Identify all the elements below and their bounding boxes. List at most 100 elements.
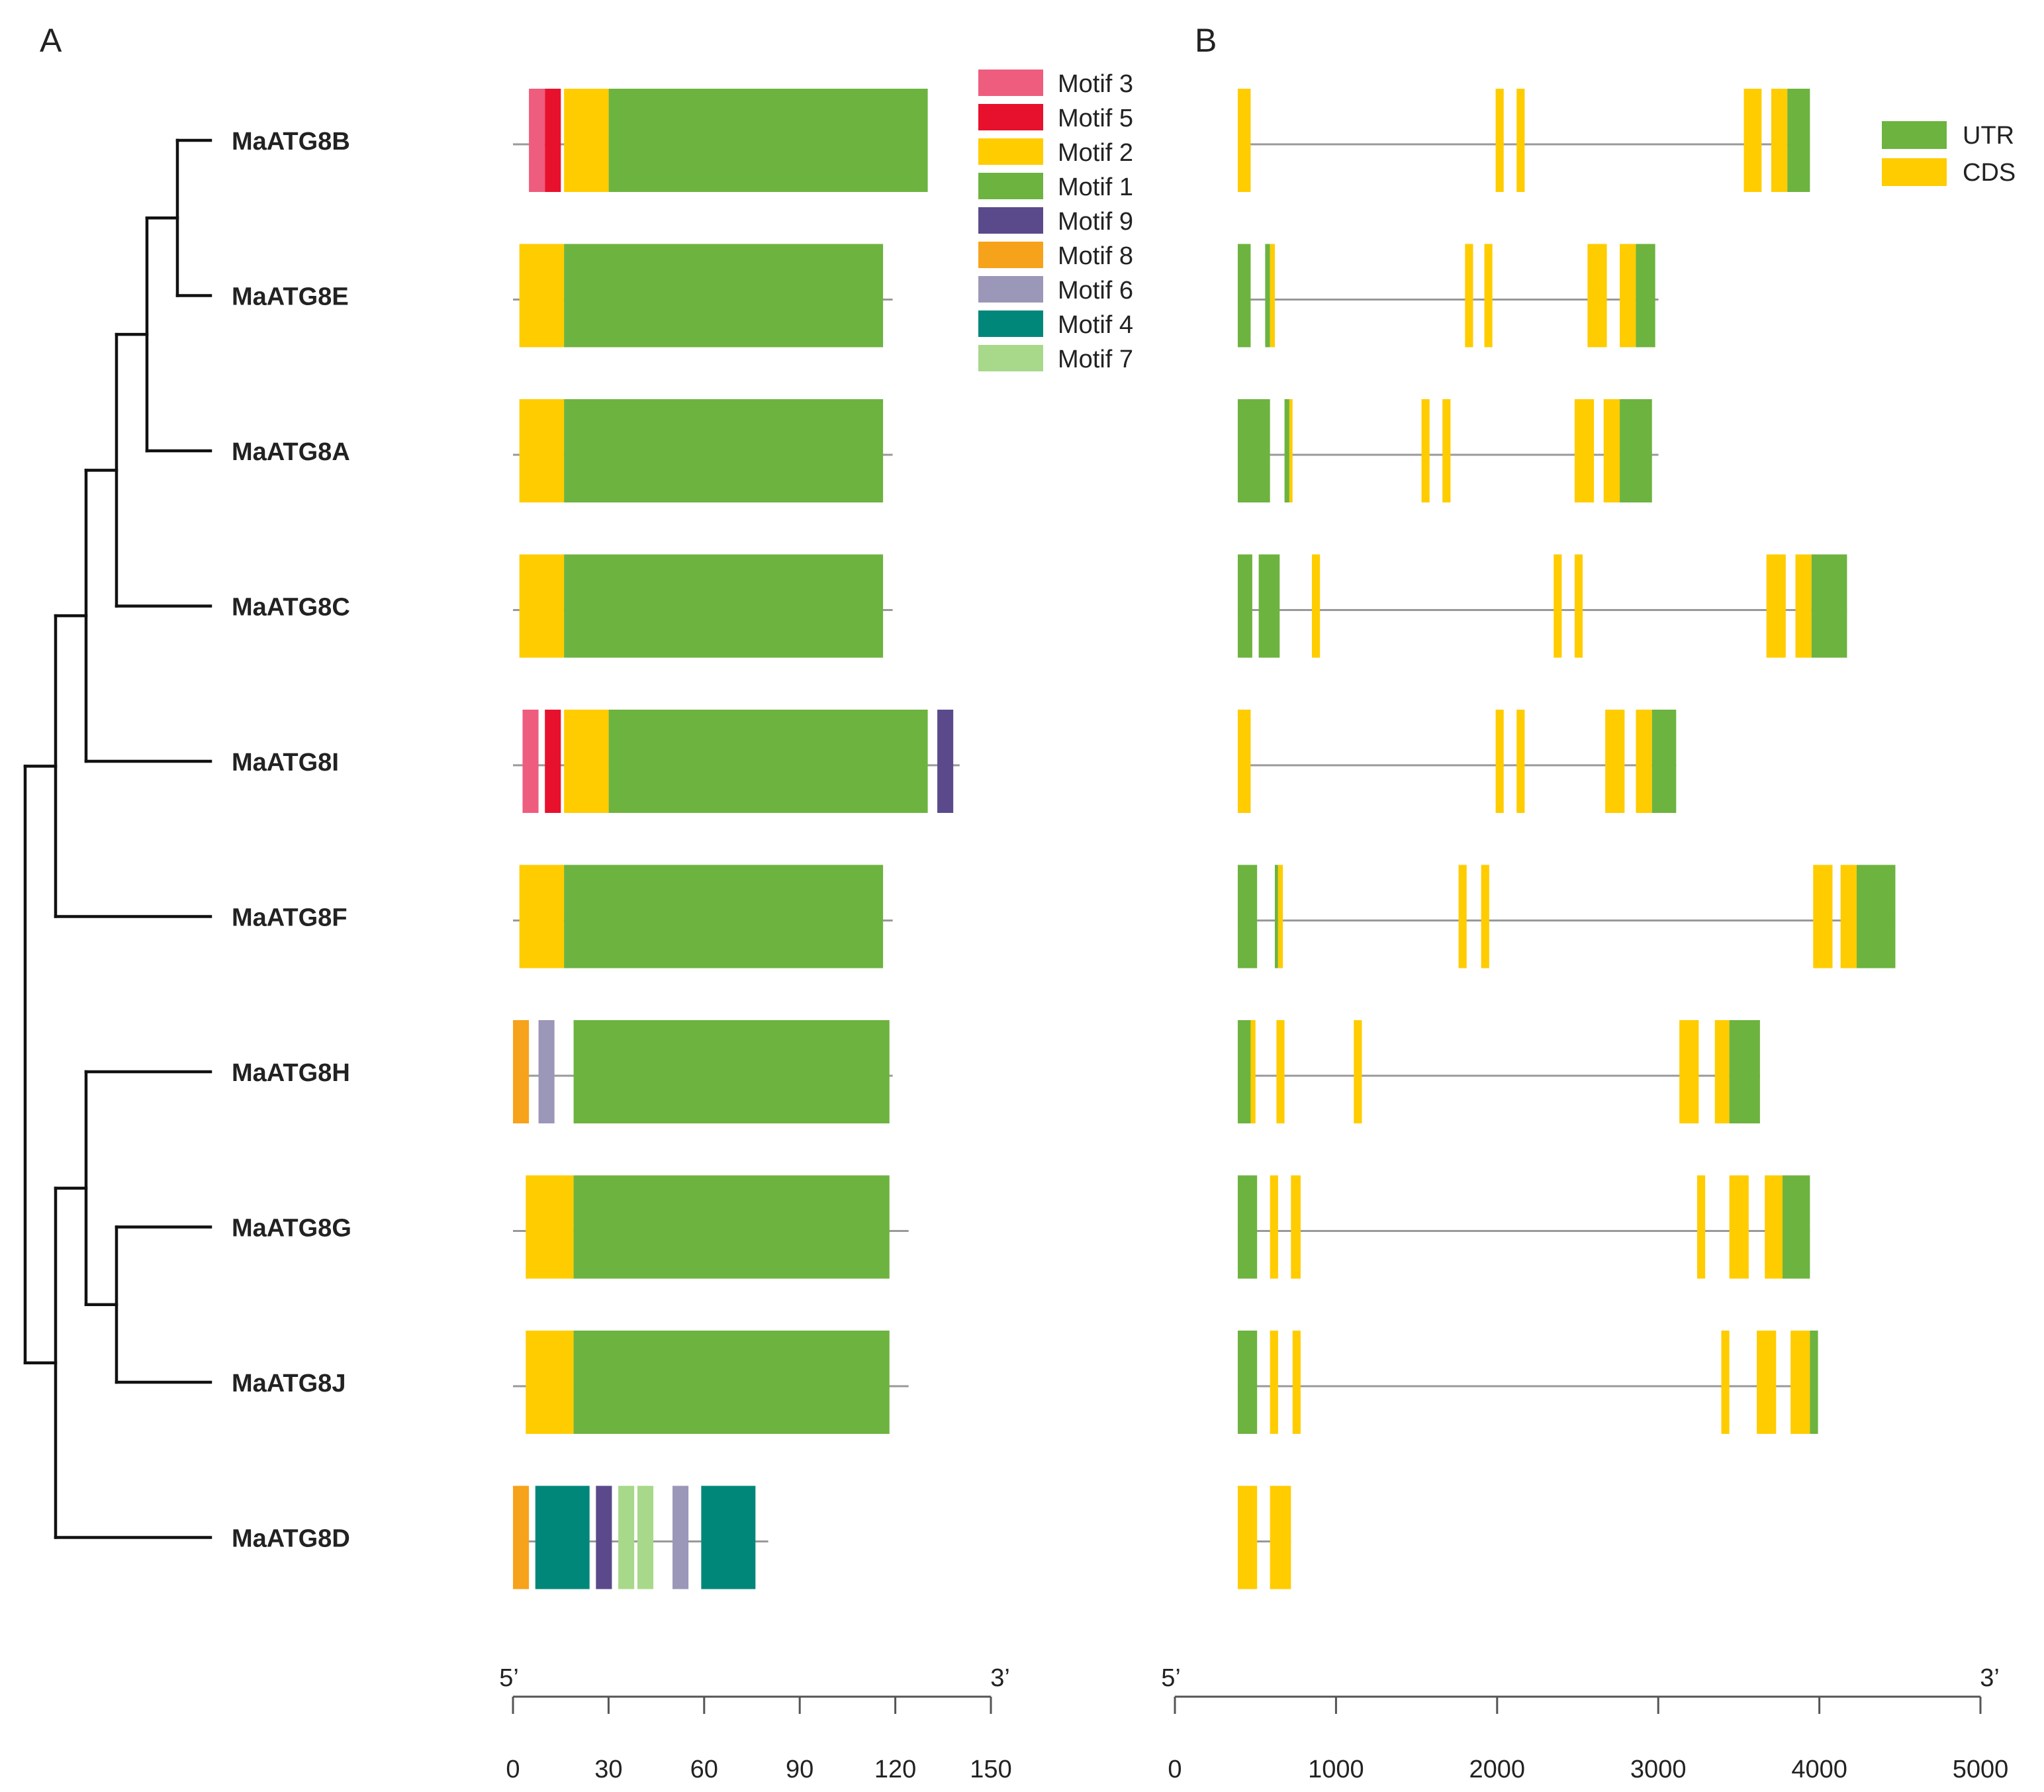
gene-feature-maatg8h-0 [1237,1020,1251,1123]
motif-block-maatg8j-1 [573,1331,890,1434]
gene-feature-maatg8c-2 [1311,554,1321,658]
legend-label-motif-8: Motif 8 [1058,242,1133,270]
motif-block-maatg8d-1 [535,1485,590,1589]
gene-feature-maatg8b-4 [1771,89,1788,192]
gene-feature-maatg8f-3 [1458,865,1467,968]
motif-block-maatg8b-0 [529,89,545,192]
gene-label-maatg8a: MaATG8A [232,438,350,466]
legend-swatch-motif-4 [978,310,1043,337]
gene-feature-maatg8h-2 [1276,1020,1285,1123]
gene-feature-maatg8a-5 [1574,399,1595,502]
gene-structure-panel [1237,89,1896,1589]
gene-end-label: 3’ [1980,1664,2000,1692]
legend-swatch-motif-8 [978,242,1043,268]
legend-label-utr: UTR [1963,122,2014,150]
legend-swatch-cds [1882,158,1947,186]
gene-feature-maatg8a-6 [1603,399,1620,502]
gene-feature-maatg8c-3 [1554,554,1562,658]
gene-label-maatg8f: MaATG8F [232,904,348,932]
motif-block-maatg8i-4 [937,710,954,813]
motif-legend: Motif 3 Motif 5 Motif 2 Motif 1 Motif 9 Motif… [978,70,1133,373]
gene-start-label: 5’ [1161,1664,1181,1692]
gene-feature-maatg8i-0 [1237,710,1251,813]
gene-tick-label-2: 2000 [1469,1756,1526,1783]
motif-block-maatg8i-0 [522,710,539,813]
legend-swatch-motif-3 [978,70,1043,96]
motif-tick-label-1: 30 [594,1756,622,1783]
gene-label-maatg8e: MaATG8E [232,283,349,311]
legend-swatch-motif-2 [978,138,1043,165]
motif-block-maatg8d-0 [513,1485,530,1589]
gene-feature-maatg8f-1 [1274,865,1278,968]
gene-feature-maatg8a-2 [1289,399,1293,502]
gene-feature-maatg8e-1 [1265,244,1270,348]
gene-feature-maatg8g-6 [1782,1175,1810,1279]
gene-feature-maatg8j-2 [1292,1331,1301,1434]
motif-tick-label-3: 90 [786,1756,813,1783]
motif-block-maatg8g-0 [526,1175,574,1279]
motif-block-maatg8e-0 [519,244,565,348]
legend-swatch-utr [1882,121,1947,149]
gene-feature-maatg8d-1 [1270,1485,1291,1589]
legend-swatch-motif-7 [978,345,1043,371]
gene-feature-maatg8i-4 [1636,710,1652,813]
legend-swatch-motif-1 [978,173,1043,199]
legend-label-cds: CDS [1963,159,2016,187]
motif-block-maatg8g-1 [573,1175,890,1279]
motif-block-maatg8d-2 [596,1485,612,1589]
gene-feature-maatg8f-7 [1857,865,1896,968]
gene-feature-maatg8j-1 [1270,1331,1278,1434]
motif-block-maatg8h-1 [538,1020,555,1123]
motif-block-maatg8c-1 [564,554,884,658]
motif-block-maatg8i-2 [564,710,609,813]
motif-block-maatg8d-4 [637,1485,654,1589]
gene-feature-maatg8e-6 [1620,244,1636,348]
gene-feature-maatg8j-0 [1237,1331,1258,1434]
motif-scale-axis: 0 30 60 90 120 150 5’ 3’ [499,1664,1011,1783]
gene-label-maatg8h: MaATG8H [232,1059,350,1087]
motif-block-maatg8j-0 [526,1331,574,1434]
motif-block-maatg8c-0 [519,554,565,658]
gene-feature-maatg8g-3 [1696,1175,1706,1279]
gene-feature-maatg8f-4 [1481,865,1489,968]
gene-feature-maatg8a-7 [1620,399,1652,502]
gene-feature-maatg8c-1 [1258,554,1280,658]
panel-a-label: A [40,22,62,59]
motif-block-maatg8f-1 [564,865,884,968]
gene-label-maatg8g: MaATG8G [232,1215,351,1243]
motif-block-maatg8b-3 [608,89,928,192]
motif-block-maatg8d-6 [701,1485,756,1589]
gene-feature-maatg8e-7 [1636,244,1655,348]
motif-block-maatg8i-3 [608,710,928,813]
legend-swatch-motif-9 [978,207,1043,234]
motif-block-maatg8d-3 [618,1485,635,1589]
gene-feature-maatg8b-3 [1743,89,1762,192]
gene-feature-maatg8g-4 [1729,1175,1749,1279]
gene-feature-maatg8h-5 [1714,1020,1730,1123]
motif-end-label: 3’ [990,1664,1010,1692]
gene-feature-maatg8a-3 [1421,399,1430,502]
gene-feature-maatg8b-1 [1495,89,1504,192]
gene-structure-legend: UTR CDS [1882,121,2016,187]
gene-feature-maatg8h-4 [1679,1020,1699,1123]
gene-feature-maatg8a-1 [1284,399,1289,502]
motif-tick-label-2: 60 [690,1756,718,1783]
motif-block-maatg8e-1 [564,244,884,348]
motif-block-maatg8f-0 [519,865,565,968]
motif-tick-label-0: 0 [506,1756,520,1783]
legend-label-motif-4: Motif 4 [1058,311,1133,339]
legend-label-motif-3: Motif 3 [1058,70,1133,98]
motif-block-maatg8b-1 [545,89,561,192]
legend-label-motif-6: Motif 6 [1058,277,1133,305]
gene-scale-axis: 0 1000 2000 3000 4000 5000 5’ 3’ [1161,1664,2008,1783]
gene-feature-maatg8i-3 [1605,710,1625,813]
gene-label-maatg8j: MaATG8J [232,1370,346,1397]
gene-feature-maatg8e-0 [1237,244,1251,348]
gene-label-maatg8d: MaATG8D [232,1525,350,1553]
gene-feature-maatg8g-2 [1291,1175,1301,1279]
gene-feature-maatg8c-5 [1766,554,1786,658]
gene-feature-maatg8f-5 [1813,865,1833,968]
gene-feature-maatg8i-2 [1516,710,1525,813]
gene-feature-maatg8h-1 [1250,1020,1256,1123]
